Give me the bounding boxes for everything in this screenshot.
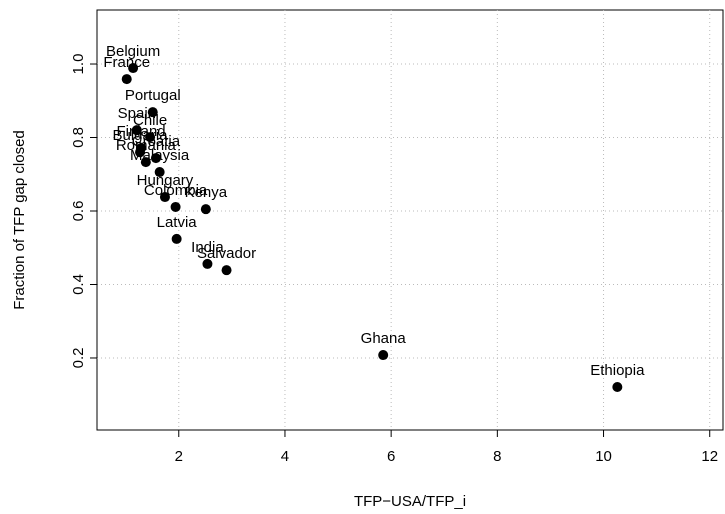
point-label: Spain [118,105,156,122]
point-label: Hungary [137,172,194,189]
point [147,107,158,118]
y-tick-label: 0.4 [70,274,87,295]
point-label: Croatia [132,133,181,150]
point-label: Chile [133,112,167,129]
point-label: India [191,239,224,256]
point [128,63,139,74]
x-tick-label: 8 [493,448,501,465]
point-label: Malaysia [130,147,190,164]
point [200,204,211,215]
point-label: Ghana [361,330,407,347]
point-label: Kenya [185,184,228,201]
point [121,74,132,85]
point [171,233,182,244]
point-label: Colombia [144,182,208,199]
point-label: Ethiopia [590,362,645,379]
point [221,265,232,276]
point [202,258,213,269]
y-tick-label: 0.8 [70,127,87,148]
x-tick-label: 4 [281,448,289,465]
point [154,167,165,178]
point-label: Portugal [125,87,181,104]
y-tick-label: 0.2 [70,348,87,369]
point [612,382,623,393]
point [170,201,181,212]
point [131,125,142,136]
point [140,157,151,168]
point-label: Finland [116,123,165,140]
point-label: Latvia [157,214,198,231]
point-label: France [103,54,150,71]
x-tick-label: 2 [175,448,183,465]
x-tick-label: 6 [387,448,395,465]
y-tick-label: 0.6 [70,201,87,222]
x-tick-label: 12 [701,448,718,465]
point-label: Bulgaria [112,127,168,144]
y-tick-label: 1.0 [70,54,87,75]
point-label: Salvador [197,245,256,262]
x-axis-label: TFP−USA/TFP_i [354,493,466,510]
point-label: Belgium [106,43,160,60]
point [150,153,161,164]
point-label: Romania [116,137,177,154]
point [135,147,146,158]
x-tick-label: 10 [595,448,612,465]
point [159,192,170,203]
point [378,350,389,361]
point [145,132,156,143]
y-axis-label: Fraction of TFP gap closed [11,130,28,310]
